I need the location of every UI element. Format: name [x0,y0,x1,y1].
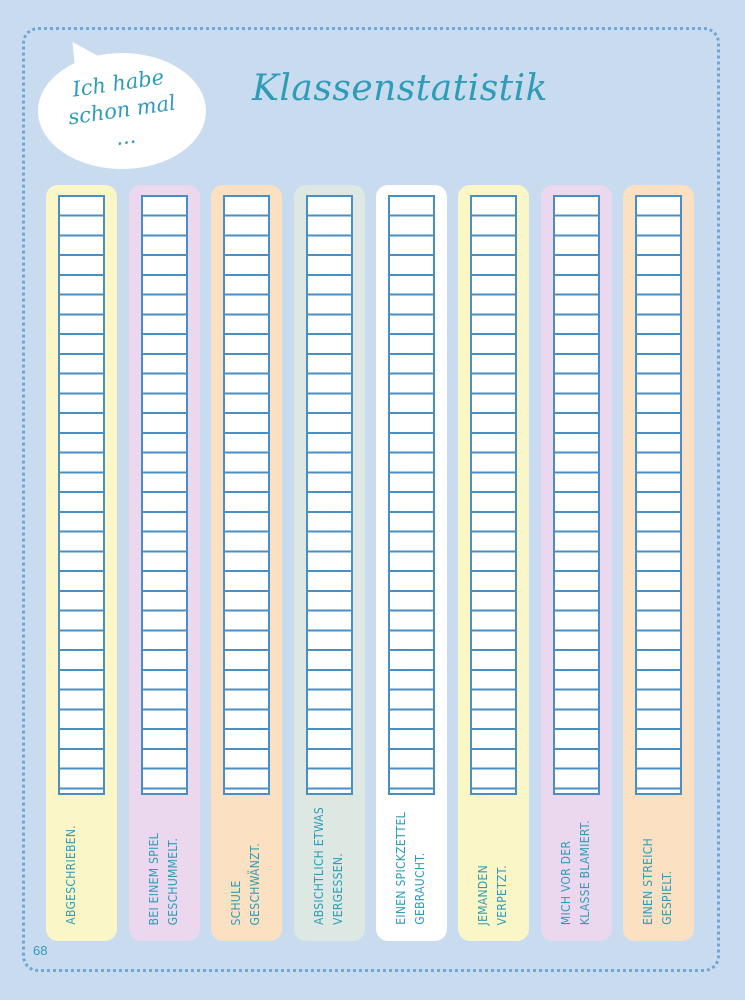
column-label: Einen Spickzettel gebraucht. [394,812,427,925]
tally-column-copied: Abgeschrieben. [46,185,117,941]
tally-grid[interactable] [223,195,270,795]
tally-column-told-on: Jemanden verpetzt. [458,185,529,941]
tally-column-skipped-school: Schule geschwänzt. [211,185,282,941]
tally-grid[interactable] [553,195,600,795]
tally-column-forgot-on-purpose: Absichtlich etwas vergessen. [294,185,365,941]
column-label: Absichtlich etwas vergessen. [312,807,345,925]
column-label: Schule geschwänzt. [229,842,262,925]
column-label: Mich vor der Klasse blamiert. [559,819,592,925]
column-label: Jemanden verpetzt. [476,864,509,925]
page-frame [22,27,720,972]
tally-grid[interactable] [141,195,188,795]
column-label: Abgeschrieben. [64,825,78,925]
column-label: Einen Streich gespielt. [641,838,674,925]
tally-column-embarrassed: Mich vor der Klasse blamiert. [541,185,612,941]
tally-grid[interactable] [635,195,682,795]
tally-grid[interactable] [306,195,353,795]
tally-grid[interactable] [470,195,517,795]
page-title: Klassenstatistik [252,68,548,109]
tally-column-prank: Einen Streich gespielt. [623,185,694,941]
speech-bubble [38,53,206,169]
page-number: 68 [33,943,48,958]
tally-column-cheat-sheet: Einen Spickzettel gebraucht. [376,185,447,941]
tally-column-cheated-game: Bei einem Spiel geschummelt. [129,185,200,941]
column-label: Bei einem Spiel geschummelt. [147,832,180,925]
tally-grid[interactable] [58,195,105,795]
tally-grid[interactable] [388,195,435,795]
